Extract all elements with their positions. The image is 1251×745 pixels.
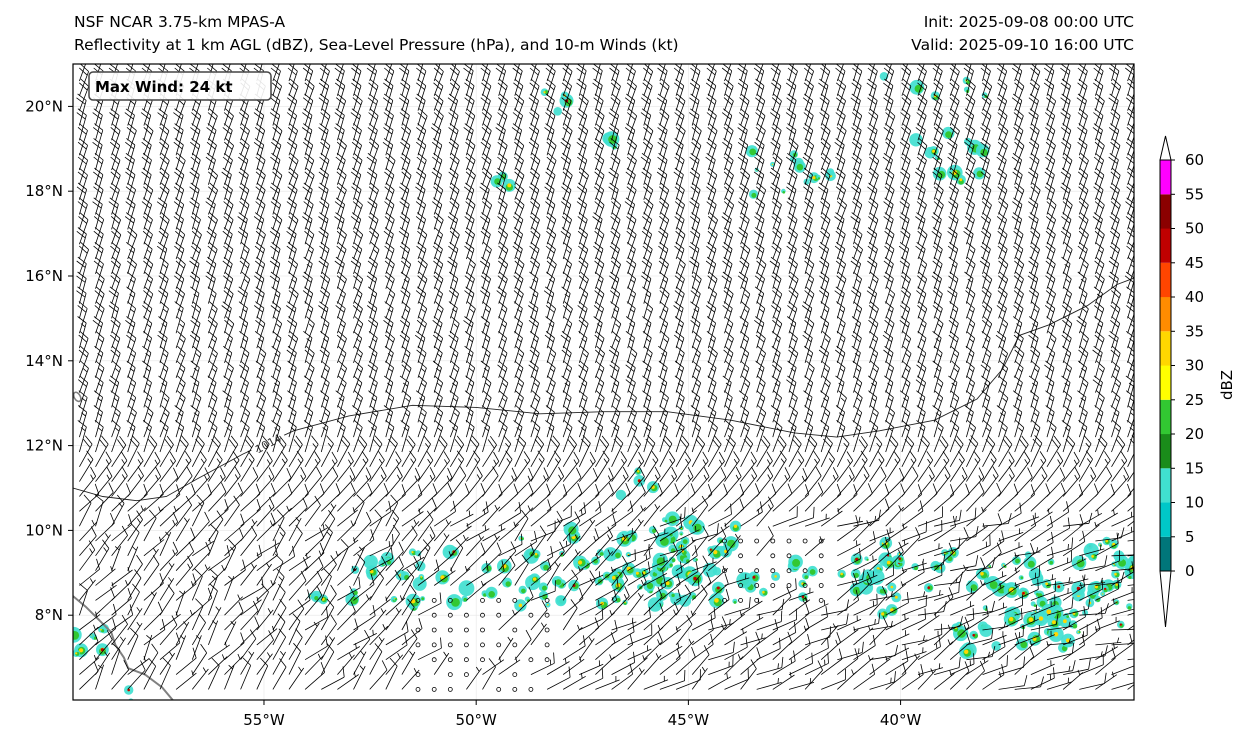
island-barbados bbox=[73, 391, 82, 403]
colorbar-tick-label: 25 bbox=[1185, 391, 1204, 409]
lat-tick-label: 18°N bbox=[25, 182, 63, 200]
reflectivity-layer bbox=[73, 72, 1134, 700]
colorbar-tick-label: 30 bbox=[1185, 357, 1204, 375]
colorbar-segment bbox=[1160, 262, 1171, 298]
colorbar-segment bbox=[1160, 399, 1171, 435]
colorbar-extend-max bbox=[1159, 135, 1172, 161]
colorbar-segment bbox=[1160, 160, 1171, 195]
lon-tick-label: 40°W bbox=[880, 711, 922, 729]
colorbar-segment bbox=[1160, 434, 1171, 469]
colorbar-extend-min bbox=[1159, 570, 1172, 628]
colorbar-label: dBZ bbox=[1218, 370, 1236, 400]
map-frame bbox=[72, 63, 1135, 701]
colorbar-tick-label: 60 bbox=[1185, 151, 1204, 169]
colorbar-tick-label: 55 bbox=[1185, 185, 1204, 203]
colorbar-segment bbox=[1160, 468, 1171, 503]
axes: 8°N 10°N 12°N 14°N 16°N 18°N 20°N 55°W 50°W 45°W 4… bbox=[25, 97, 921, 729]
colorbar-segment bbox=[1160, 297, 1171, 332]
title-left-2: Reflectivity at 1 km AGL (dBZ), Sea-Leve… bbox=[74, 36, 679, 54]
colorbar-tick-label: 5 bbox=[1185, 528, 1195, 546]
title-right-2: Valid: 2025-09-10 16:00 UTC bbox=[911, 36, 1134, 54]
colorbar-tick-label: 20 bbox=[1185, 425, 1204, 443]
max-wind-label: Max Wind: 24 kt bbox=[95, 78, 233, 96]
colorbar-segment bbox=[1160, 331, 1171, 366]
colorbar-segment bbox=[1160, 365, 1171, 400]
colorbar-tick-label: 15 bbox=[1185, 459, 1204, 477]
colorbar-segment bbox=[1160, 502, 1171, 537]
lat-tick-label: 14°N bbox=[25, 352, 63, 370]
colorbar-tick-label: 40 bbox=[1185, 288, 1204, 306]
lon-tick-label: 50°W bbox=[455, 711, 497, 729]
lon-tick-label: 55°W bbox=[243, 711, 285, 729]
colorbar-tick-label: 10 bbox=[1185, 494, 1204, 512]
lat-tick-label: 10°N bbox=[25, 521, 63, 539]
title-right-1: Init: 2025-09-08 00:00 UTC bbox=[923, 13, 1134, 31]
lat-tick-label: 20°N bbox=[25, 97, 63, 115]
lat-tick-label: 8°N bbox=[35, 606, 63, 624]
colorbar-segment bbox=[1160, 194, 1171, 229]
title-left-1: NSF NCAR 3.75-km MPAS-A bbox=[74, 13, 286, 31]
lat-tick-label: 12°N bbox=[25, 437, 63, 455]
coastline-south-america bbox=[73, 595, 174, 700]
lat-tick-label: 16°N bbox=[25, 267, 63, 285]
colorbar-tick-label: 0 bbox=[1185, 562, 1195, 580]
colorbar-segment bbox=[1160, 536, 1171, 572]
max-wind-box: Max Wind: 24 kt bbox=[88, 71, 272, 101]
colorbar-tick-label: 35 bbox=[1185, 322, 1204, 340]
colorbar-segment bbox=[1160, 228, 1171, 263]
lon-tick-label: 45°W bbox=[668, 711, 710, 729]
colorbar-tick-label: 45 bbox=[1185, 254, 1204, 272]
colorbar-tick-label: 50 bbox=[1185, 220, 1204, 238]
colorbar: 0 5 10 15 20 25 30 35 40 45 50 55 60 dBZ bbox=[1159, 135, 1236, 628]
